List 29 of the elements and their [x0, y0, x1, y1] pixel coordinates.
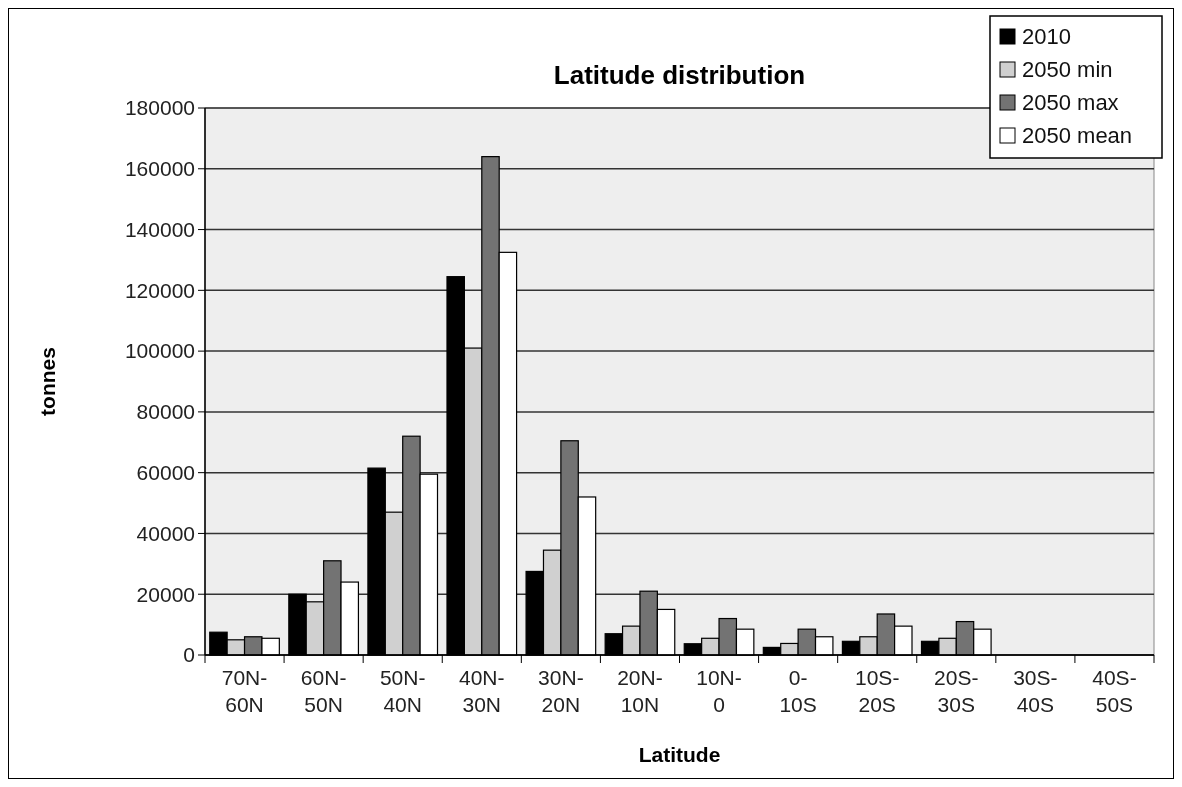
y-tick-label: 140000	[124, 217, 195, 241]
legend-label: 2010	[1022, 24, 1071, 49]
y-tick-label: 120000	[124, 278, 195, 302]
x-tick-label: 60N-50N	[300, 666, 347, 716]
legend-label: 2050 min	[1022, 57, 1113, 82]
chart-title: Latitude distribution	[553, 60, 806, 90]
x-tick-label: 50N-40N	[379, 666, 426, 716]
y-tick-label: 180000	[124, 96, 195, 120]
y-tick-label: 80000	[136, 400, 195, 424]
legend-label: 2050 max	[1022, 90, 1119, 115]
y-tick-label: 20000	[136, 582, 195, 606]
x-tick-label: 30S-40S	[1013, 666, 1058, 716]
x-axis-title: Latitude	[638, 743, 721, 766]
x-tick-label: 40S-50S	[1092, 666, 1137, 716]
x-tick-label: 20N-10N	[617, 666, 663, 716]
x-tick-label: 20S-30S	[934, 666, 979, 716]
x-tick-label: 10N-0	[696, 666, 742, 716]
x-tick-label: 10S-20S	[855, 666, 900, 716]
legend-label: 2050 mean	[1022, 123, 1133, 148]
y-tick-label: 0	[183, 643, 195, 667]
x-tick-label: 0-10S	[779, 666, 817, 716]
y-tick-label: 160000	[124, 157, 195, 181]
y-tick-label: 60000	[136, 461, 195, 485]
x-tick-label: 40N-30N	[459, 666, 505, 716]
x-tick-label: 70N-60N	[221, 666, 268, 716]
y-axis-title: tonnes	[36, 347, 59, 416]
y-tick-label: 100000	[124, 339, 195, 363]
x-tick-label: 30N-20N	[538, 666, 584, 716]
y-tick-label: 40000	[136, 521, 195, 545]
